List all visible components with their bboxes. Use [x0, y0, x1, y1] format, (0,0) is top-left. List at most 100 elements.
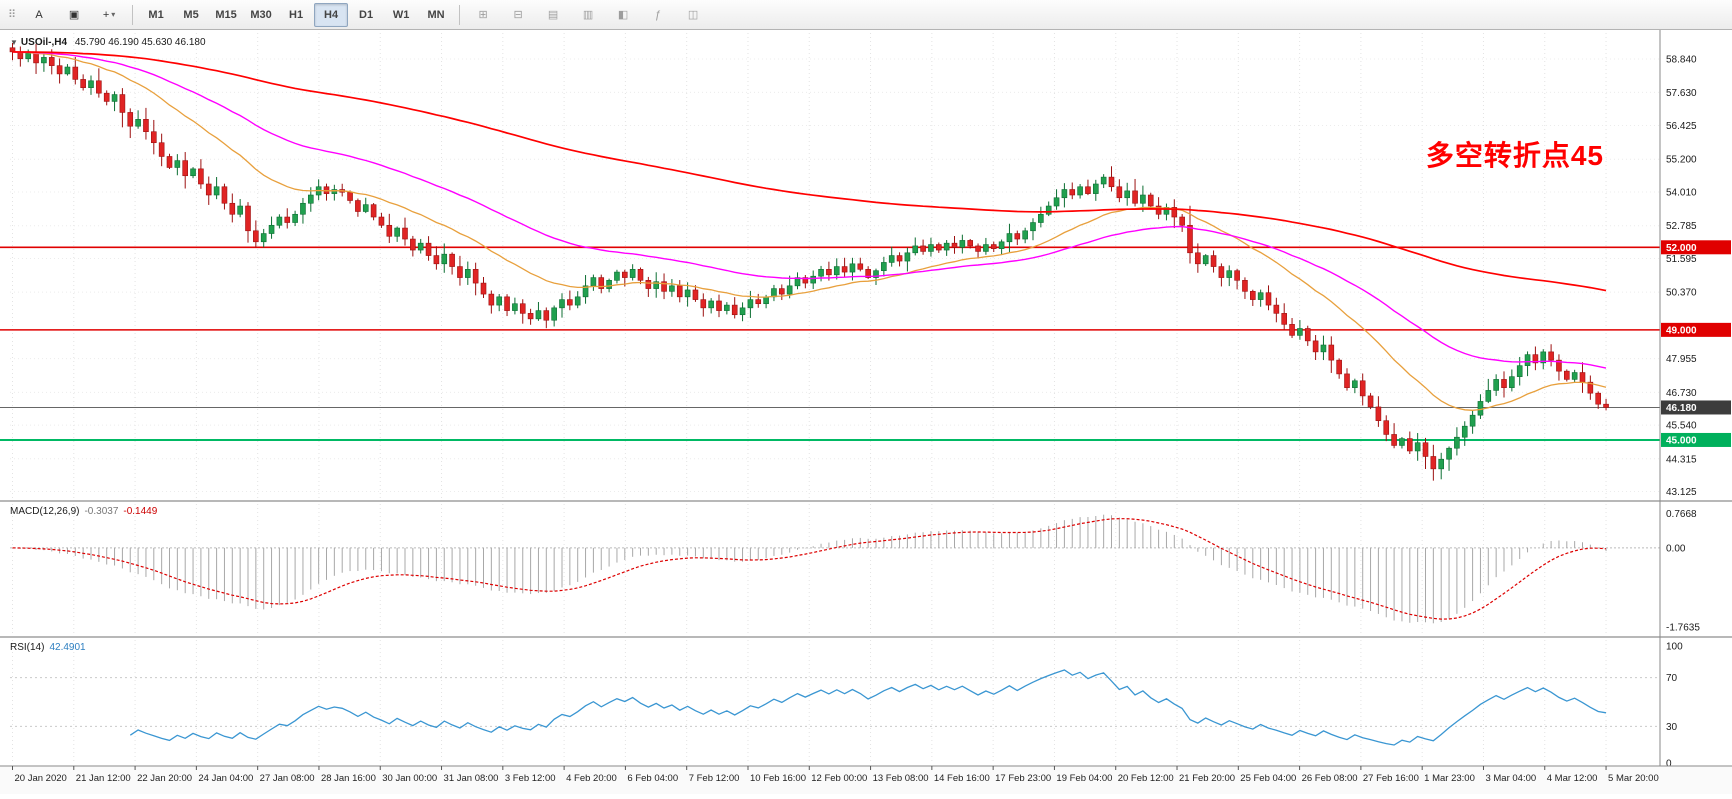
macd-signal-line — [12, 518, 1607, 620]
ma-160-line — [12, 51, 1607, 292]
toolbar-icon-1[interactable]: ⊟ — [513, 9, 523, 21]
macd-signal-value: -0.1449 — [123, 506, 158, 517]
svg-text:24 Jan 04:00: 24 Jan 04:00 — [198, 773, 253, 784]
svg-text:21 Feb 20:00: 21 Feb 20:00 — [1179, 773, 1235, 784]
toolbar-icon-4[interactable]: ◧ — [617, 9, 629, 21]
svg-text:22 Jan 20:00: 22 Jan 20:00 — [137, 773, 192, 784]
shapes-tool[interactable]: ▣ — [68, 9, 80, 21]
svg-text:55.200: 55.200 — [1666, 155, 1697, 166]
svg-text:52.000: 52.000 — [1666, 243, 1697, 254]
timeframe-toolbar: M1 M5 M15 M30 H1 H4 D1 W1 MN — [139, 2, 453, 27]
timeframe-button-m1[interactable]: M1 — [148, 8, 164, 21]
svg-text:58.840: 58.840 — [1666, 55, 1697, 66]
svg-text:25 Feb 04:00: 25 Feb 04:00 — [1240, 773, 1296, 784]
time-axis: 20 Jan 2020 21 Jan 12:00 22 Jan 20:00 24 Ja… — [0, 765, 1732, 794]
toolbar-separator — [459, 4, 461, 25]
svg-text:4 Mar 12:00: 4 Mar 12:00 — [1547, 773, 1598, 784]
svg-text:12 Feb 00:00: 12 Feb 00:00 — [811, 773, 867, 784]
macd-name: MACD(12,26,9) — [10, 506, 80, 517]
macd-indicator-label: MACD(12,26,9) -0.3037 -0.1449 — [10, 506, 157, 517]
toolbar-grip-handle[interactable]: ⠿ — [8, 9, 17, 21]
svg-text:100: 100 — [1666, 642, 1683, 653]
svg-text:57.630: 57.630 — [1666, 88, 1697, 99]
price-tag-52.000: 52.000 — [1661, 240, 1731, 255]
chart-text-annotation[interactable]: 多空转折点45 — [1425, 140, 1604, 171]
chart-canvas[interactable]: 58.840 57.630 56.425 55.200 54.010 52.785 51.5… — [0, 30, 1732, 794]
svg-text:21 Jan 12:00: 21 Jan 12:00 — [76, 773, 131, 784]
timeframe-button-mn[interactable]: MN — [427, 8, 445, 21]
svg-text:10 Feb 16:00: 10 Feb 16:00 — [750, 773, 806, 784]
svg-text:20 Jan 2020: 20 Jan 2020 — [15, 773, 67, 784]
rsi-name: RSI(14) — [10, 642, 45, 653]
toolbar-icon-5[interactable]: ƒ — [655, 8, 662, 21]
svg-text:46.730: 46.730 — [1666, 388, 1697, 399]
text-annotation-tool[interactable]: A — [35, 8, 43, 21]
rsi-line — [129, 669, 1607, 746]
svg-text:30: 30 — [1666, 722, 1678, 733]
svg-text:17 Feb 23:00: 17 Feb 23:00 — [995, 773, 1051, 784]
main-toolbar: ⠿ A ▣ + ▾ M1 M5 M15 M30 H1 H4 D1 W1 MN ⊞ ⊟ ▤ ▥ ◧ ƒ ◫ — [0, 0, 1732, 30]
svg-text:0.00: 0.00 — [1666, 543, 1686, 554]
svg-text:13 Feb 08:00: 13 Feb 08:00 — [873, 773, 929, 784]
toolbar-icon-3[interactable]: ▥ — [582, 9, 594, 21]
timeframe-button-m30[interactable]: M30 — [250, 8, 272, 21]
svg-text:3 Feb 12:00: 3 Feb 12:00 — [505, 773, 556, 784]
ohlc-values: 45.790 46.190 45.630 46.180 — [74, 37, 206, 48]
svg-text:43.125: 43.125 — [1666, 487, 1697, 498]
timeframe-button-h4[interactable]: H4 — [314, 2, 349, 27]
svg-text:19 Feb 04:00: 19 Feb 04:00 — [1056, 773, 1112, 784]
svg-text:3 Mar 04:00: 3 Mar 04:00 — [1485, 773, 1536, 784]
chart-dropdown-icon[interactable]: ▼ — [10, 38, 18, 47]
svg-text:45.540: 45.540 — [1666, 421, 1697, 432]
svg-text:31 Jan 08:00: 31 Jan 08:00 — [444, 773, 499, 784]
price-tag-45.000: 45.000 — [1661, 432, 1731, 447]
svg-text:0.7668: 0.7668 — [1666, 509, 1697, 520]
chart-svg: 58.840 57.630 56.425 55.200 54.010 52.785 51.5… — [0, 30, 1732, 794]
rsi-value: 42.4901 — [49, 642, 86, 653]
chart-title: ▼ USOil-,H4 45.790 46.190 45.630 46.180 — [10, 37, 206, 48]
crosshair-tool[interactable]: + ▾ — [102, 8, 116, 21]
svg-text:27 Feb 16:00: 27 Feb 16:00 — [1363, 773, 1419, 784]
rsi-indicator-label: RSI(14) 42.4901 — [10, 642, 86, 653]
svg-text:14 Feb 16:00: 14 Feb 16:00 — [934, 773, 990, 784]
timeframe-button-m15[interactable]: M15 — [215, 8, 237, 21]
ma-21-line — [12, 51, 1607, 411]
svg-text:6 Feb 04:00: 6 Feb 04:00 — [627, 773, 678, 784]
svg-text:27 Jan 08:00: 27 Jan 08:00 — [260, 773, 315, 784]
price-tag-49.000: 49.000 — [1661, 322, 1731, 337]
svg-text:56.425: 56.425 — [1666, 121, 1697, 132]
toolbar-icon-6[interactable]: ◫ — [687, 9, 699, 21]
svg-text:20 Feb 12:00: 20 Feb 12:00 — [1118, 773, 1174, 784]
svg-text:4 Feb 20:00: 4 Feb 20:00 — [566, 773, 617, 784]
timeframe-button-m5[interactable]: M5 — [183, 8, 199, 21]
svg-text:1 Mar 23:00: 1 Mar 23:00 — [1424, 773, 1475, 784]
svg-text:-1.7635: -1.7635 — [1666, 623, 1700, 634]
grid-lines — [10, 33, 1660, 764]
svg-text:7 Feb 12:00: 7 Feb 12:00 — [689, 773, 740, 784]
moving-average-lines — [12, 51, 1607, 411]
macd-main-value: -0.3037 — [84, 506, 119, 517]
svg-text:44.315: 44.315 — [1666, 454, 1697, 465]
symbol-timeframe: USOil-,H4 — [20, 37, 68, 48]
price-scale: 58.840 57.630 56.425 55.200 54.010 52.785 51.5… — [1659, 30, 1731, 770]
timeframe-button-w1[interactable]: W1 — [392, 8, 410, 21]
svg-text:5 Mar 20:00: 5 Mar 20:00 — [1608, 773, 1659, 784]
svg-text:54.010: 54.010 — [1666, 187, 1697, 198]
price-tag-46.180: 46.180 — [1661, 400, 1731, 415]
toolbar-separator — [132, 4, 134, 25]
timeframe-button-d1[interactable]: D1 — [359, 8, 374, 21]
svg-text:52.785: 52.785 — [1666, 221, 1697, 232]
rsi-pane — [10, 669, 1660, 746]
svg-text:28 Jan 16:00: 28 Jan 16:00 — [321, 773, 376, 784]
svg-text:0: 0 — [1666, 759, 1672, 770]
svg-text:49.000: 49.000 — [1666, 325, 1697, 336]
svg-text:47.955: 47.955 — [1666, 354, 1697, 365]
svg-text:26 Feb 08:00: 26 Feb 08:00 — [1302, 773, 1358, 784]
timeframe-button-h1[interactable]: H1 — [289, 8, 304, 21]
toolbar-icon-2[interactable]: ▤ — [547, 9, 559, 21]
svg-text:50.370: 50.370 — [1666, 288, 1697, 299]
svg-text:46.180: 46.180 — [1666, 403, 1697, 414]
macd-pane — [10, 514, 1660, 624]
svg-text:70: 70 — [1666, 673, 1678, 684]
toolbar-icon-0[interactable]: ⊞ — [478, 9, 488, 21]
